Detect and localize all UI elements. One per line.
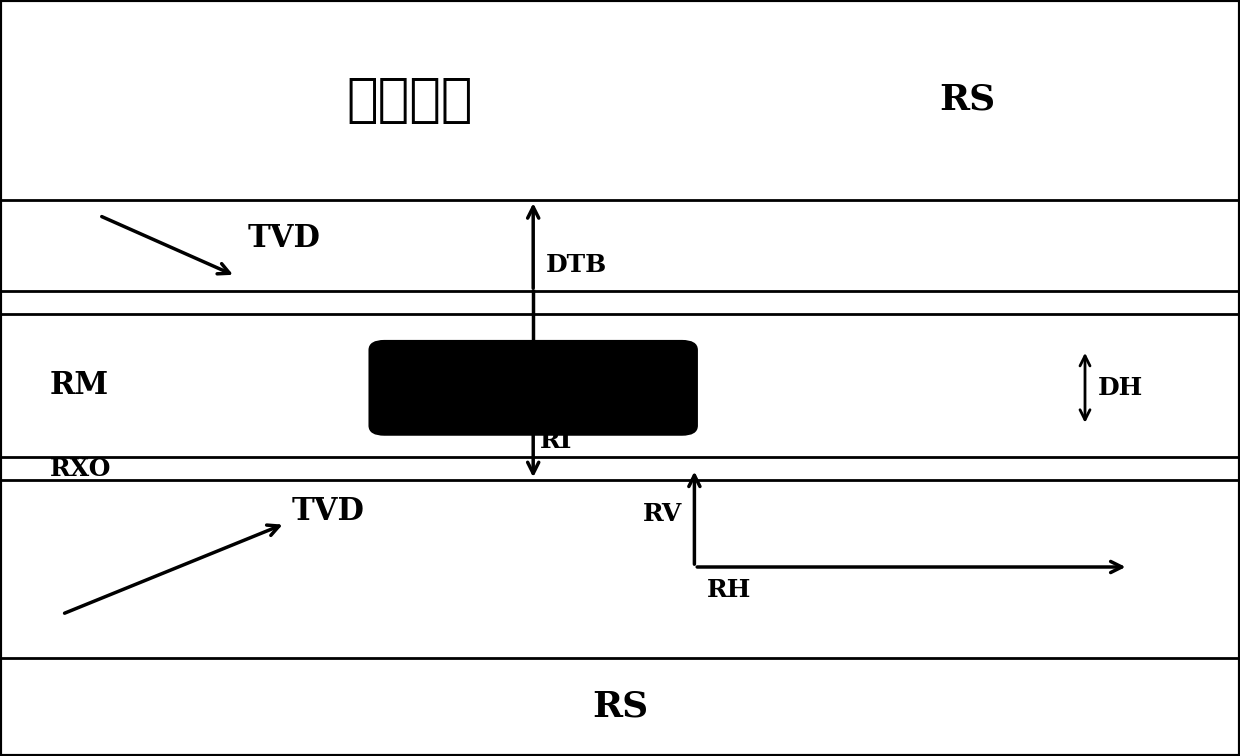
Text: RV: RV	[642, 502, 682, 526]
Text: RS: RS	[591, 690, 649, 723]
Text: RH: RH	[707, 578, 751, 603]
Text: RM: RM	[50, 370, 109, 401]
Text: RI: RI	[539, 429, 572, 454]
FancyBboxPatch shape	[370, 341, 697, 435]
Text: DTB: DTB	[546, 253, 606, 277]
Text: TVD: TVD	[291, 496, 365, 528]
Text: DH: DH	[1097, 376, 1142, 400]
Text: TVD: TVD	[248, 222, 321, 254]
Text: 地层模型: 地层模型	[346, 74, 472, 125]
Text: RS: RS	[939, 83, 996, 116]
Text: RXO: RXO	[50, 457, 112, 481]
